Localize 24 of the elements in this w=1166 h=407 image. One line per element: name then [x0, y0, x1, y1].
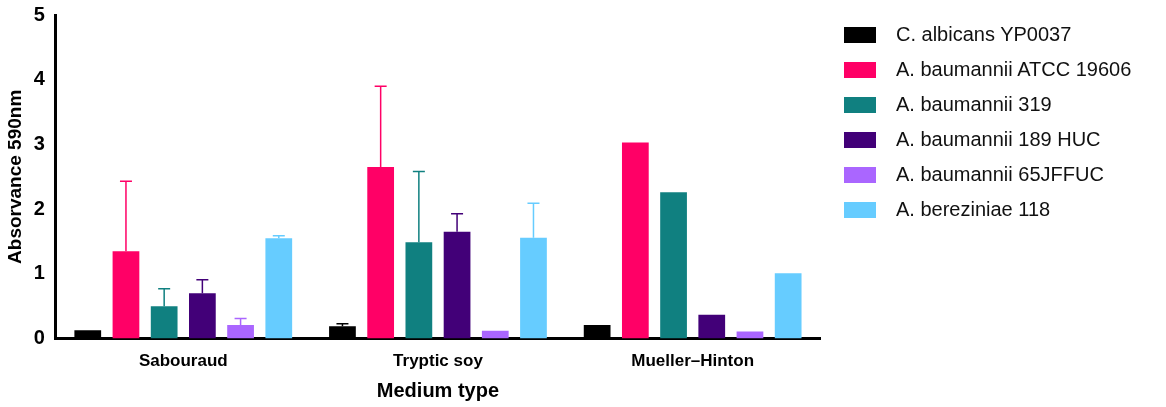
bar: [481, 330, 509, 339]
x-axis-title: Medium type: [376, 378, 500, 401]
y-tick-label: 4: [33, 67, 46, 90]
bar: [736, 331, 764, 339]
y-axis-title: Absorvance 590nm: [3, 89, 25, 264]
bar: [660, 192, 687, 339]
legend-label: A. baumannii 319: [896, 92, 1052, 117]
legend-label: A. baumannii ATCC 19606: [896, 57, 1132, 82]
bar: [621, 142, 649, 339]
x-tick-label: Mueller–Hinton: [631, 351, 755, 371]
y-tick-label: 2: [33, 196, 45, 219]
y-tick-label: 5: [33, 2, 45, 25]
bar: [265, 238, 293, 339]
y-tick-label: 0: [33, 326, 45, 349]
bar: [774, 273, 802, 339]
y-tick-label: 1: [33, 261, 45, 284]
legend-label: A. baumannii 65JFFUC: [896, 162, 1104, 187]
x-tick-label: Tryptic soy: [393, 351, 484, 371]
legend-label: C. albicans YP0037: [896, 22, 1072, 47]
legend-label: A. baumannii 189 HUC: [896, 127, 1101, 152]
x-tick-label: Sabouraud: [138, 351, 228, 371]
legend-label: A. bereziniae 118: [896, 197, 1051, 222]
bar: [698, 314, 726, 339]
y-tick-label: 3: [33, 131, 45, 154]
